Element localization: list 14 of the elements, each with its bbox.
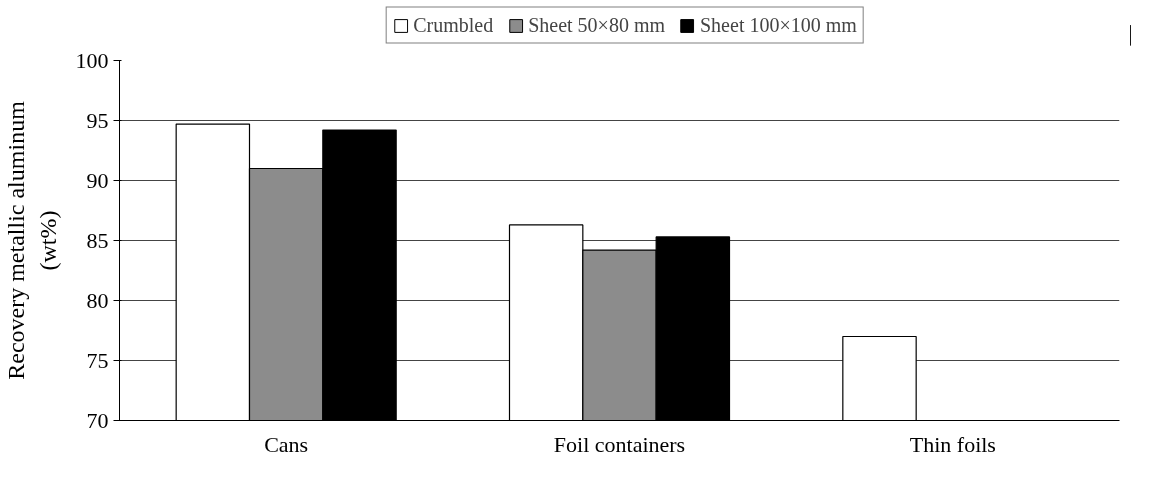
y-tick-label: 95 xyxy=(86,107,109,133)
y-tick-label: 80 xyxy=(86,287,109,313)
y-tick-label: 70 xyxy=(86,407,109,433)
y-tick-label: 75 xyxy=(86,347,109,373)
x-tick-label: Thin foils xyxy=(909,431,996,457)
legend-label: Crumbled xyxy=(413,13,494,37)
y-tick-label: 100 xyxy=(75,47,109,73)
legend-label: Sheet 50×80 mm xyxy=(528,13,665,37)
x-tick-label: Cans xyxy=(264,431,309,457)
y-axis-title: Recovery metallic aluminum (wt%) xyxy=(3,100,61,380)
legend-label: Sheet 100×100 mm xyxy=(700,13,857,37)
y-tick-label: 85 xyxy=(86,227,109,253)
y-tick-label: 90 xyxy=(86,167,109,193)
x-tick-label: Foil containers xyxy=(553,431,686,457)
